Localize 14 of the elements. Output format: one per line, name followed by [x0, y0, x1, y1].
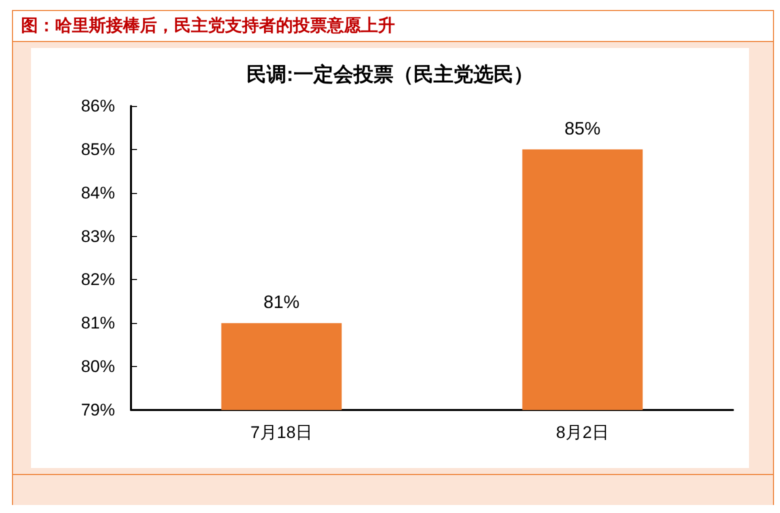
x-tick-label: 7月18日: [250, 423, 313, 442]
y-tick-label: 84%: [80, 183, 115, 202]
chart-subtitle: 民调:一定会投票（民主党选民）: [246, 63, 534, 86]
y-tick-label: 79%: [80, 400, 115, 420]
y-tick-label: 81%: [80, 314, 115, 333]
chart-title: 图：哈里斯接棒后，民主党支持者的投票意愿上升: [13, 11, 773, 42]
data-label: 85%: [564, 118, 601, 138]
y-tick-label: 85%: [80, 140, 115, 159]
y-tick-label: 82%: [80, 270, 115, 290]
y-tick-label: 83%: [80, 226, 115, 246]
x-tick-label: 8月2日: [556, 423, 609, 442]
data-label: 81%: [263, 292, 300, 312]
y-tick-label: 86%: [80, 96, 115, 116]
y-tick-label: 80%: [80, 357, 115, 376]
